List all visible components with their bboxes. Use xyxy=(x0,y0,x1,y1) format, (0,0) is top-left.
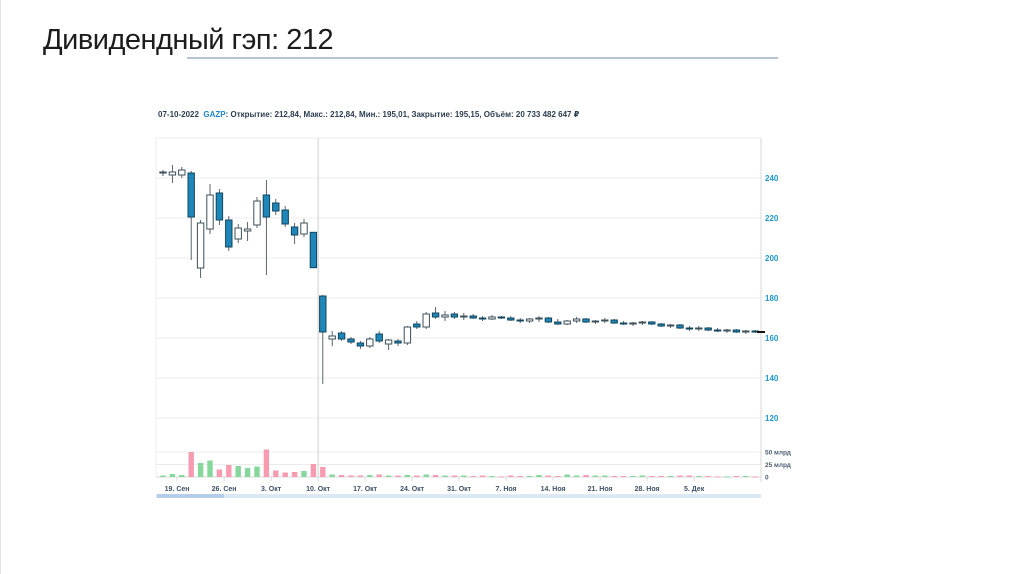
scrollbar-track[interactable] xyxy=(156,494,761,498)
svg-text:140: 140 xyxy=(765,374,779,383)
svg-text:24. Окт: 24. Окт xyxy=(400,486,425,493)
volume-series-layer xyxy=(160,449,758,478)
chart-ohlc-header: 07-10-2022 GAZP: Открытие: 212,84, Макс.… xyxy=(158,110,579,119)
svg-text:0: 0 xyxy=(765,475,769,482)
svg-text:5. Дек: 5. Дек xyxy=(684,486,705,493)
svg-text:3. Окт: 3. Окт xyxy=(261,486,282,493)
axis-labels-layer: 240 220 200 180 160 140 120 50 млрд 25 млрд 0 19. … xyxy=(165,174,791,493)
svg-text:25 млрд: 25 млрд xyxy=(765,462,791,469)
price-series-layer xyxy=(159,165,765,384)
slide-title: Дивидендный гэп: 212 xyxy=(43,24,334,56)
selected-date: 07-10-2022 xyxy=(158,110,199,119)
svg-text:7. Ноя: 7. Ноя xyxy=(496,486,517,493)
svg-text:220: 220 xyxy=(765,214,779,223)
ohlc-values: : Открытие: 212,84, Макс.: 212,84, Мин.:… xyxy=(225,110,580,119)
svg-text:240: 240 xyxy=(765,174,779,183)
grid-layer xyxy=(155,137,762,482)
svg-text:26. Сен: 26. Сен xyxy=(212,486,237,493)
svg-text:120: 120 xyxy=(765,414,779,423)
svg-text:10. Окт: 10. Окт xyxy=(306,486,331,493)
svg-text:21. Ноя: 21. Ноя xyxy=(588,486,613,493)
svg-text:200: 200 xyxy=(765,254,779,263)
svg-text:160: 160 xyxy=(765,334,779,343)
svg-text:17. Окт: 17. Окт xyxy=(353,486,378,493)
svg-text:19. Сен: 19. Сен xyxy=(165,486,190,493)
chart-scrollbar[interactable] xyxy=(156,494,761,498)
svg-text:50 млрд: 50 млрд xyxy=(765,450,791,457)
svg-text:14. Ноя: 14. Ноя xyxy=(541,486,566,493)
svg-text:28. Ноя: 28. Ноя xyxy=(635,486,660,493)
ticker-symbol: GAZP xyxy=(203,110,226,119)
svg-text:180: 180 xyxy=(765,294,779,303)
title-underline-rule xyxy=(187,57,778,59)
scrollbar-thumb[interactable] xyxy=(157,494,224,498)
svg-text:31. Окт: 31. Окт xyxy=(447,486,472,493)
